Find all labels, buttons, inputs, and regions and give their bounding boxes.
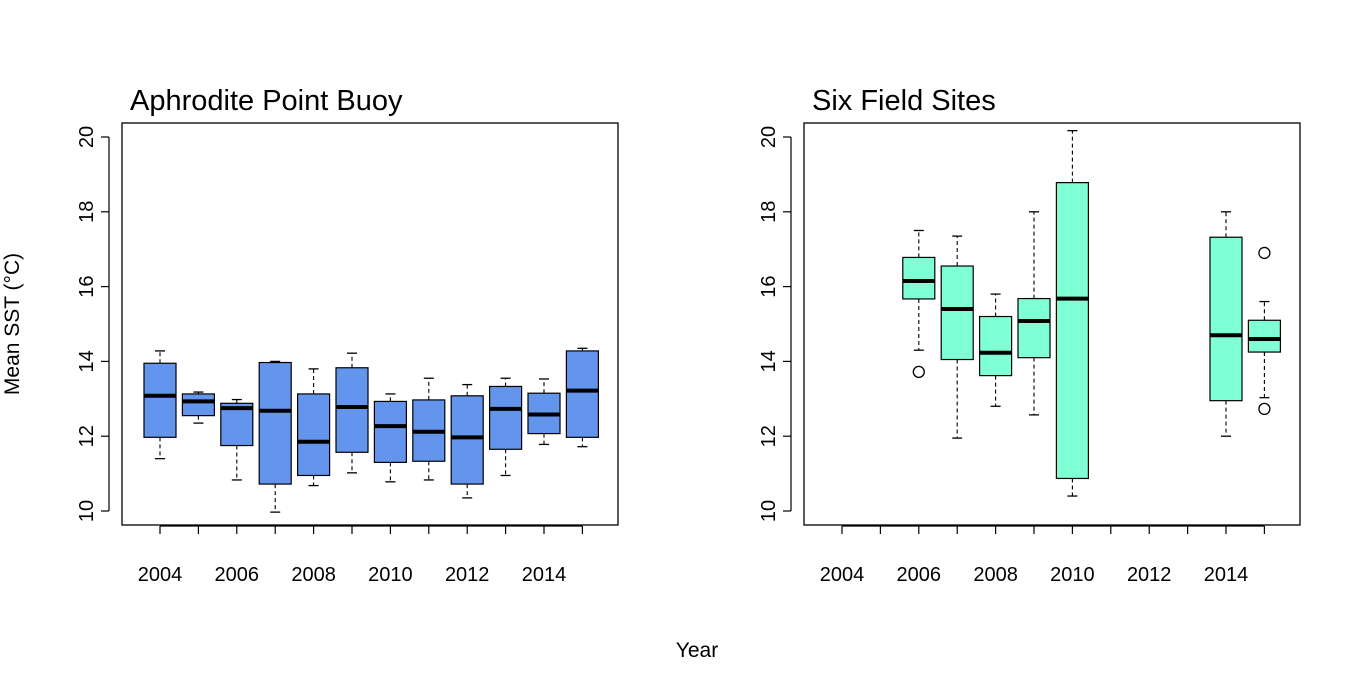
x-tick-label: 2014 [522, 564, 567, 586]
box-iqr [940, 265, 974, 361]
box-iqr [335, 367, 369, 453]
box-iqr [297, 393, 331, 477]
y-tick-label: 18 [76, 201, 98, 223]
box-2005 [181, 391, 215, 424]
y-tick-label: 20 [758, 126, 780, 148]
box-iqr [1247, 319, 1282, 353]
y-tick-label: 12 [76, 425, 98, 447]
outlier-point [1258, 246, 1271, 260]
box-2013 [489, 377, 523, 477]
box-iqr [978, 315, 1013, 377]
x-tick-label: 2006 [897, 564, 942, 586]
box-2015 [565, 347, 600, 448]
x-tick-label: 2014 [1204, 564, 1249, 586]
y-tick-label: 12 [758, 425, 780, 447]
box-2009 [1017, 211, 1051, 416]
y-tick-label: 18 [758, 201, 780, 223]
chart-panel-1: Aphrodite Point Buoy 10 12 14 16 18 20 2004 2006… [76, 85, 619, 586]
box-2010 [373, 393, 407, 483]
box-iqr [565, 350, 600, 438]
box-2008 [297, 368, 331, 487]
y-axis-label: Mean SST (°C) [1, 253, 24, 395]
box-2008 [978, 293, 1013, 407]
y-tick-label: 10 [76, 500, 98, 522]
x-tick-label: 2010 [1050, 564, 1095, 586]
box-iqr [220, 402, 254, 447]
box-iqr [902, 256, 936, 300]
box-iqr [1017, 297, 1051, 359]
box-iqr [181, 393, 215, 417]
y-tick-label: 10 [758, 500, 780, 522]
box-iqr [373, 400, 407, 463]
x-tick-label: 2004 [820, 564, 865, 586]
x-tick-label: 2012 [445, 564, 490, 586]
plot-frame [121, 122, 619, 526]
box-2007 [940, 235, 974, 439]
y-tick-label: 16 [76, 275, 98, 297]
box-iqr [489, 385, 523, 450]
box-2004 [143, 350, 177, 460]
box-2011 [412, 377, 446, 481]
box-iqr [450, 395, 484, 485]
y-tick-label: 14 [76, 350, 98, 372]
x-tick-label: 2004 [138, 564, 183, 586]
chart-title: Aphrodite Point Buoy [130, 85, 403, 117]
box-iqr [258, 361, 292, 485]
box-iqr [1209, 236, 1243, 402]
box-iqr [1055, 182, 1090, 480]
outlier-point [1258, 402, 1271, 416]
box-2015 [1247, 246, 1282, 416]
outlier-point [912, 365, 925, 379]
x-tick-label: 2010 [368, 564, 413, 586]
x-tick-label: 2008 [291, 564, 336, 586]
plot-frame [803, 122, 1301, 526]
x-tick-label: 2012 [1127, 564, 1172, 586]
y-tick-label: 20 [76, 126, 98, 148]
y-tick-label: 16 [758, 275, 780, 297]
box-2009 [335, 352, 369, 474]
x-axis-label: Year [676, 639, 718, 662]
box-2006 [902, 229, 936, 379]
box-2006 [220, 398, 254, 481]
box-2014 [527, 378, 561, 446]
y-tick-label: 14 [758, 350, 780, 372]
box-2014 [1209, 211, 1243, 437]
chart-panel-2: Six Field Sites 10 12 14 16 18 20 2004 2006 2008 2… [758, 85, 1301, 586]
box-iqr [143, 362, 177, 438]
box-2010 [1055, 129, 1090, 497]
x-tick-label: 2006 [215, 564, 260, 586]
box-2007 [258, 360, 292, 513]
x-tick-label: 2008 [973, 564, 1018, 586]
chart-title: Six Field Sites [812, 85, 996, 117]
box-2012 [450, 383, 484, 499]
